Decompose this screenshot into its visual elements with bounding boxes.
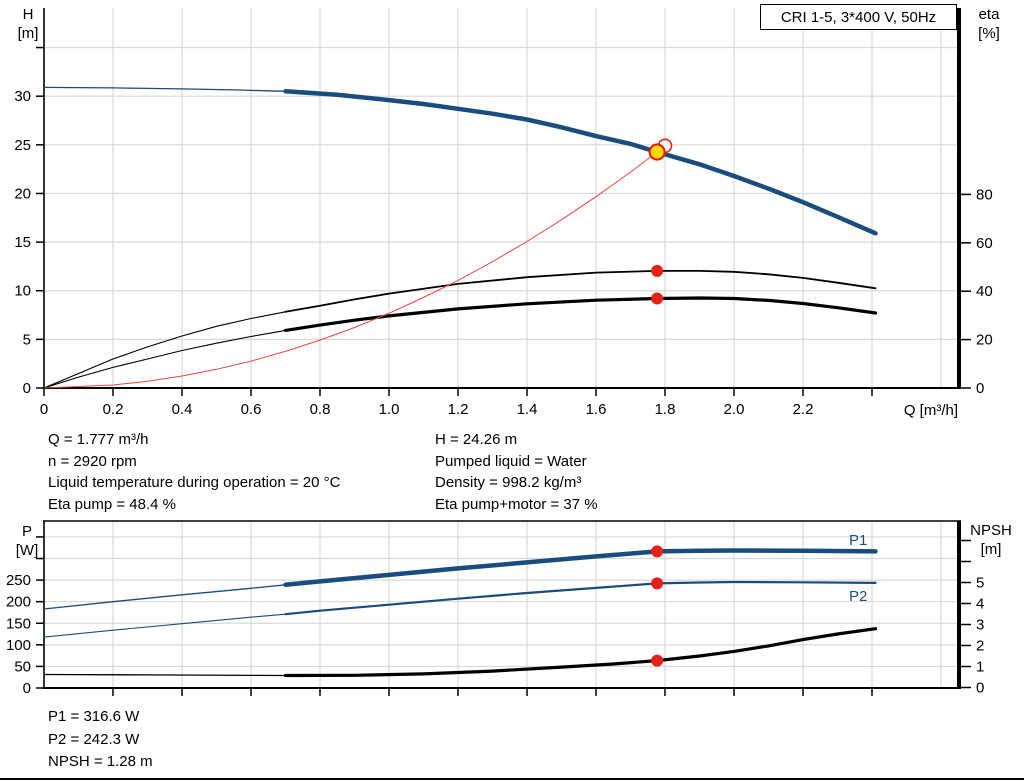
y-right-tick-label: 1 — [976, 659, 984, 676]
operating-point-dot — [651, 545, 664, 558]
axis-label-NPSH: NPSH — [970, 522, 1012, 539]
x-tick-label: 2.0 — [724, 401, 745, 418]
series-H-curve-lead — [43, 86, 286, 92]
x-tick-label: 0.8 — [310, 401, 331, 418]
axis-label-P: P — [21, 523, 32, 540]
x-tick-label: 1.0 — [379, 401, 400, 418]
x-tick-label: 0 — [40, 401, 48, 418]
pump-model-label: CRI 1-5, 3*400 V, 50Hz — [780, 8, 937, 26]
y-left-tick-label: 50 — [14, 658, 31, 675]
y-right-tick-label: 3 — [976, 617, 984, 634]
page-divider — [0, 778, 1024, 780]
series-eta-pump-motor — [283, 296, 878, 332]
x-tick-label: 1.6 — [586, 401, 607, 418]
y-right-tick-label: 60 — [976, 235, 993, 252]
qh-left-axis-title: H [m] — [10, 5, 46, 43]
y-left-tick-label: 10 — [14, 283, 31, 300]
axis-unit-W: [W] — [15, 542, 39, 559]
duty-point-marker[interactable] — [648, 143, 666, 161]
axis-unit-m2: [m] — [980, 541, 1002, 558]
series-eta-pump-lead — [43, 311, 286, 389]
info-head: H = 24.26 m — [435, 431, 518, 448]
pn-right-axis-title: NPSH [m] — [962, 521, 1020, 559]
series-P2 — [284, 580, 877, 616]
series-NPSH-lead — [43, 673, 286, 677]
series-eta-pump-motor-lead — [43, 329, 286, 389]
y-left-tick-label: 15 — [14, 234, 31, 251]
y-right-tick-label: 0 — [976, 380, 984, 397]
qh-x-axis-title: Q [m³/h] — [903, 402, 958, 419]
y-left-tick-label: 25 — [14, 137, 31, 154]
axis-unit-m: [m] — [17, 25, 39, 42]
info-flow: Q = 1.777 m³/h — [48, 431, 149, 448]
info-liquid-temp: Liquid temperature during operation = 20… — [48, 474, 341, 491]
y-left-tick-label: 30 — [14, 88, 31, 105]
duty-info-right: H = 24.26 m Pumped liquid = Water Densit… — [435, 429, 598, 515]
y-left-tick-label: 5 — [23, 331, 31, 348]
y-left-tick-label: 20 — [14, 185, 31, 202]
y-right-tick-label: 4 — [976, 596, 984, 613]
x-tick-label: 0.4 — [172, 401, 193, 418]
series-P1 — [283, 548, 878, 588]
y-left-tick-label: 0 — [23, 680, 31, 697]
curve-label-p1: P1 — [849, 532, 868, 549]
x-tick-label: 1.2 — [448, 401, 469, 418]
footer-npsh: NPSH = 1.28 m — [48, 753, 153, 770]
y-left-tick-label: 250 — [6, 572, 31, 589]
axis-label-eta: eta — [978, 6, 1000, 23]
axis-unit-pct: [%] — [978, 25, 1000, 42]
x-tick-label: 2.2 — [793, 401, 814, 418]
y-right-tick-label: 80 — [976, 186, 993, 203]
operating-point-dot — [651, 292, 664, 305]
series-eta-pump — [284, 269, 877, 313]
curve-label-p2: P2 — [849, 588, 868, 605]
pump-model-box: CRI 1-5, 3*400 V, 50Hz — [760, 4, 957, 30]
y-left-tick-label: 200 — [6, 594, 31, 611]
info-density: Density = 998.2 kg/m³ — [435, 474, 582, 491]
series-P2-lead — [43, 613, 286, 638]
footer-values: P1 = 316.6 W P2 = 242.3 W NPSH = 1.28 m — [48, 706, 153, 774]
footer-p1: P1 = 316.6 W — [48, 708, 140, 725]
x-tick-label: 0.2 — [103, 401, 124, 418]
series-system-curve — [43, 151, 658, 389]
pn-left-axis-title: P [W] — [8, 522, 46, 560]
series-NPSH — [283, 627, 878, 678]
axis-label-H: H — [22, 6, 34, 23]
info-eta-pump-motor: Eta pump+motor = 37 % — [435, 495, 598, 513]
operating-point-dot — [651, 577, 664, 590]
info-eta-pump: Eta pump = 48.4 % — [48, 495, 176, 513]
operating-point-dot — [651, 264, 664, 277]
y-right-tick-label: 0 — [976, 680, 984, 697]
qh-right-axis-title: eta [%] — [966, 5, 1012, 43]
y-right-tick-label: 40 — [976, 283, 993, 300]
y-left-tick-label: 100 — [6, 637, 31, 654]
duty-info-left: Q = 1.777 m³/h n = 2920 rpm Liquid tempe… — [48, 429, 340, 515]
footer-p2: P2 = 242.3 W — [48, 730, 140, 748]
y-right-tick-label: 20 — [976, 332, 993, 349]
info-pumped-liquid: Pumped liquid = Water — [435, 452, 587, 470]
y-left-tick-label: 150 — [6, 615, 31, 632]
y-left-tick-label: 0 — [23, 380, 31, 397]
x-tick-label: 1.8 — [655, 401, 676, 418]
y-right-tick-label: 5 — [976, 575, 984, 592]
x-tick-label: 1.4 — [517, 401, 538, 418]
series-H-curve — [283, 89, 878, 236]
x-tick-label: 0.6 — [241, 401, 262, 418]
operating-point-dot — [651, 654, 664, 667]
info-speed: n = 2920 rpm — [48, 452, 137, 470]
y-right-tick-label: 2 — [976, 638, 984, 655]
series-P1-lead — [43, 584, 286, 610]
